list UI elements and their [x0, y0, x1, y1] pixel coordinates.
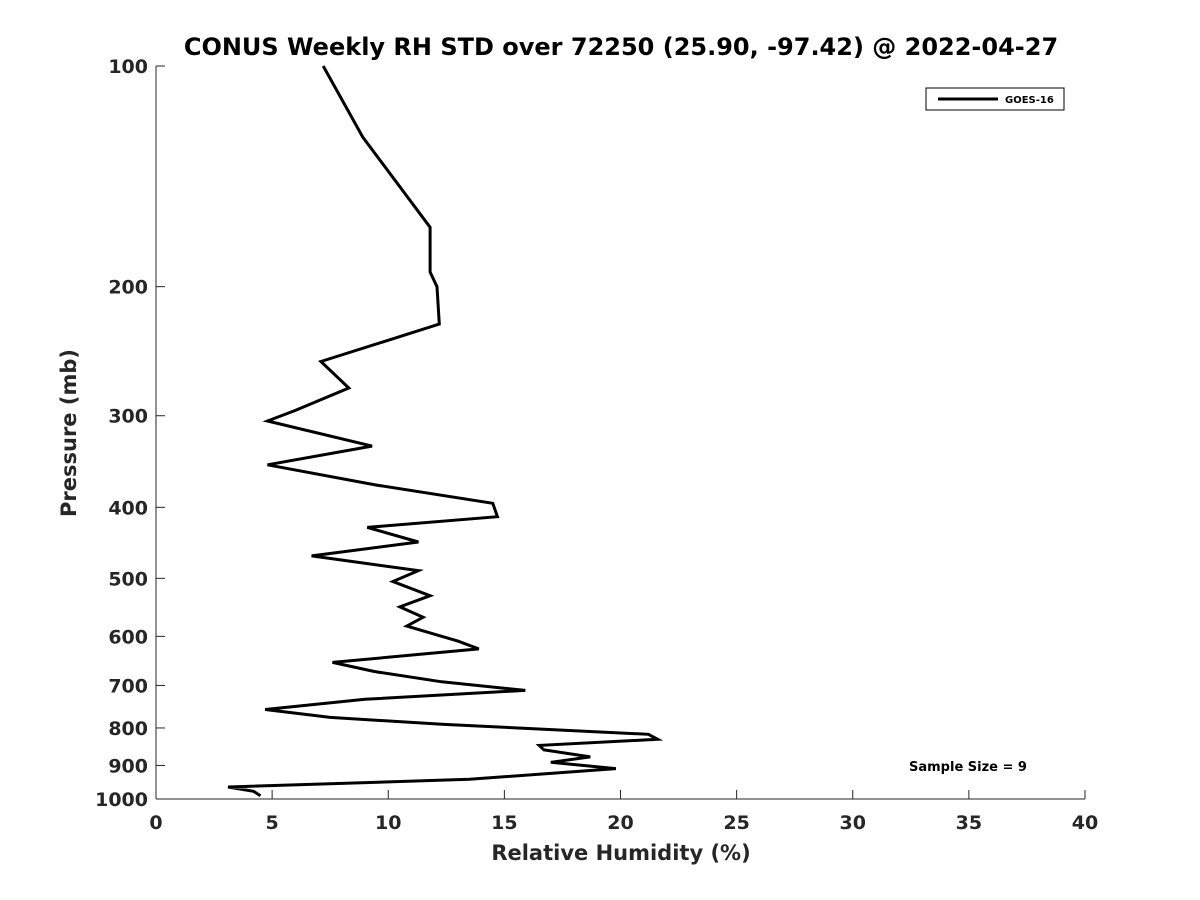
y-tick-label: 400 — [108, 497, 148, 519]
legend-label-goes16: GOES-16 — [1005, 95, 1054, 106]
y-tick-label: 800 — [108, 718, 148, 740]
y-tick-label: 700 — [108, 675, 148, 697]
y-tick-label: 200 — [108, 277, 148, 299]
x-tick-label: 0 — [149, 812, 162, 834]
y-tick-label: 1000 — [95, 789, 148, 811]
y-tick-label: 600 — [108, 626, 148, 648]
x-tick-label: 25 — [723, 812, 749, 834]
y-tick-label: 300 — [108, 406, 148, 428]
x-tick-label: 35 — [956, 812, 982, 834]
plot-area: 0 5 10 15 20 25 30 35 40 100 200 300 400 500 600 700 800… — [95, 56, 1098, 834]
x-tick-label: 5 — [266, 812, 279, 834]
y-tick-label: 900 — [108, 755, 148, 777]
series-line-goes-16 — [227, 65, 664, 798]
x-tick-label: 15 — [491, 812, 517, 834]
sample-size-annotation: Sample Size = 9 — [909, 760, 1027, 775]
y-axis-label: Pressure (mb) — [57, 349, 81, 517]
y-tick-label: 100 — [108, 56, 148, 78]
x-tick-label: 20 — [607, 812, 633, 834]
y-tick-label: 500 — [108, 568, 148, 590]
x-axis-label: Relative Humidity (%) — [491, 841, 750, 865]
x-tick-label: 40 — [1072, 812, 1098, 834]
x-tick-label: 30 — [840, 812, 866, 834]
legend: GOES-16 — [925, 87, 1065, 111]
x-tick-label: 10 — [375, 812, 401, 834]
chart-title: CONUS Weekly RH STD over 72250 (25.90, -… — [184, 33, 1058, 61]
